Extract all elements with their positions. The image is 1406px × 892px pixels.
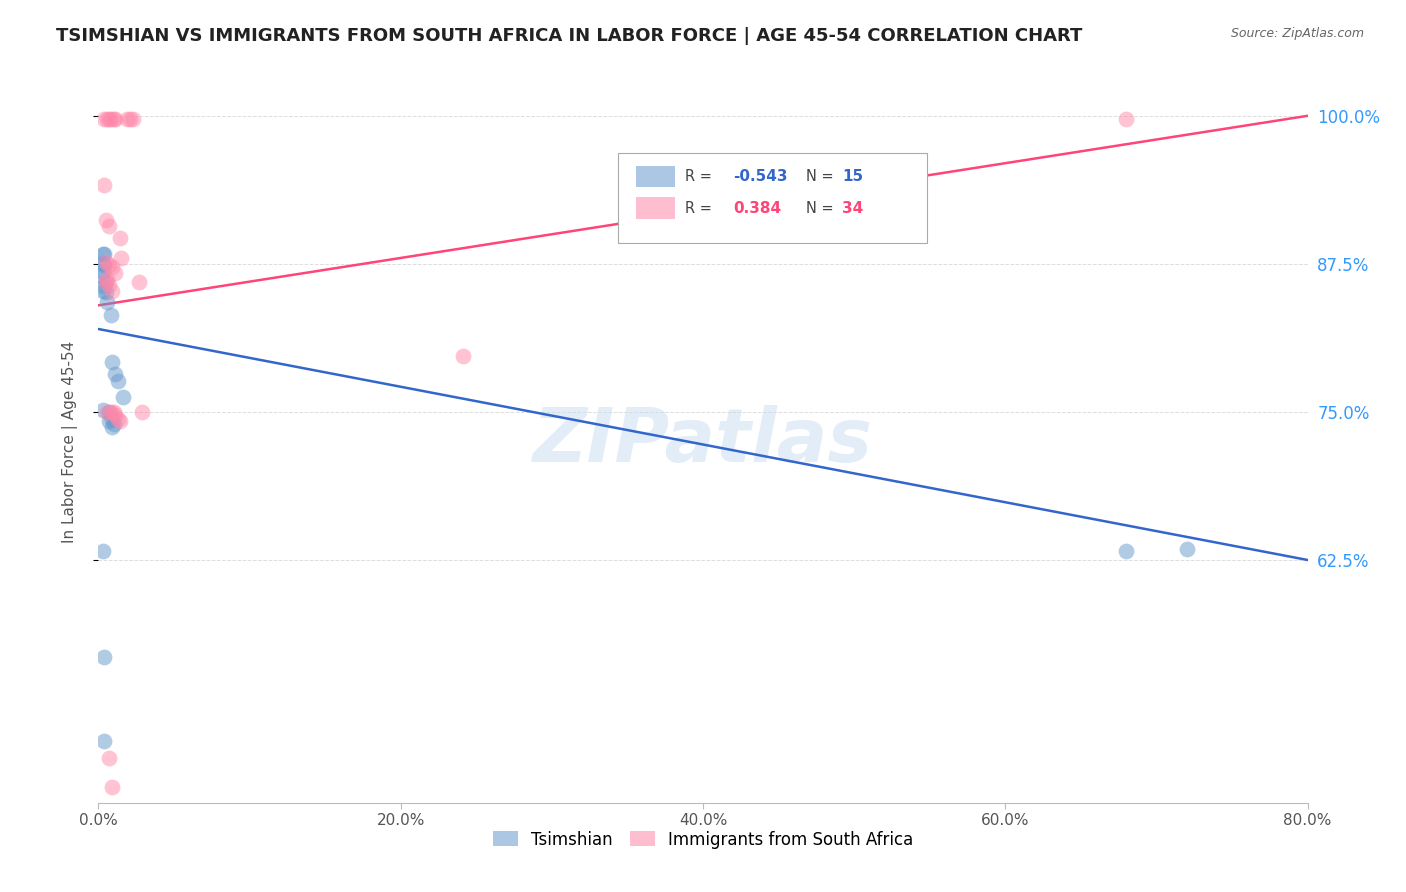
Point (96, 112, 118, 127)
Point (93, 258, 115, 272)
Point (108, 414, 131, 428)
Point (1115, 112, 1137, 127)
Point (94, 213, 117, 227)
Point (1115, 543, 1137, 558)
Point (101, 420, 124, 434)
Point (122, 112, 145, 127)
Point (91, 255, 114, 269)
Legend: Tsimshian, Immigrants from South Africa: Tsimshian, Immigrants from South Africa (494, 830, 912, 848)
FancyBboxPatch shape (619, 153, 927, 243)
Point (96, 405, 118, 419)
Point (108, 231, 131, 245)
Point (104, 367, 127, 381)
Text: 34: 34 (842, 201, 863, 216)
Text: -0.543: -0.543 (734, 169, 787, 184)
Point (101, 355, 124, 369)
Y-axis label: In Labor Force | Age 45-54: In Labor Force | Age 45-54 (62, 341, 77, 542)
Point (98, 219, 121, 233)
Point (93, 650, 115, 665)
Point (107, 374, 129, 388)
Point (90, 268, 112, 283)
Point (93, 247, 115, 261)
Point (98, 112, 121, 127)
Point (104, 266, 127, 280)
Point (91, 265, 114, 279)
Point (107, 412, 129, 426)
Point (104, 409, 127, 423)
Point (91, 247, 114, 261)
Point (98, 751, 121, 765)
Point (93, 279, 115, 293)
Point (131, 405, 153, 419)
Point (91, 402, 114, 417)
Point (94, 254, 117, 268)
Bar (637, 197, 675, 219)
Point (128, 275, 150, 289)
Point (98, 278, 121, 293)
Point (100, 308, 122, 322)
Point (103, 405, 125, 419)
Bar (637, 166, 675, 187)
Point (101, 780, 124, 795)
Point (98, 258, 121, 272)
Point (93, 178, 115, 192)
Point (94, 285, 117, 300)
Point (96, 272, 118, 286)
Point (91, 284, 114, 298)
Point (101, 260, 124, 275)
Text: R =: R = (685, 201, 721, 216)
Text: TSIMSHIAN VS IMMIGRANTS FROM SOUTH AFRICA IN LABOR FORCE | AGE 45-54 CORRELATION: TSIMSHIAN VS IMMIGRANTS FROM SOUTH AFRIC… (56, 27, 1083, 45)
Text: N =: N = (806, 169, 834, 184)
Point (101, 412, 124, 426)
Point (451, 349, 474, 363)
Point (100, 112, 122, 127)
Text: ZIPatlas: ZIPatlas (533, 405, 873, 478)
Point (103, 112, 125, 127)
Point (98, 405, 121, 419)
Point (101, 284, 124, 298)
Point (1175, 542, 1198, 557)
Text: Source: ZipAtlas.com: Source: ZipAtlas.com (1230, 27, 1364, 40)
Point (93, 112, 115, 127)
Point (94, 275, 117, 289)
Point (94, 275, 117, 289)
Point (100, 405, 122, 419)
Text: N =: N = (806, 201, 834, 216)
Point (93, 734, 115, 748)
Point (103, 417, 125, 431)
Point (111, 390, 134, 404)
Point (91, 543, 114, 558)
Point (115, 112, 138, 127)
Point (120, 112, 142, 127)
Text: R =: R = (685, 169, 717, 184)
Point (98, 414, 121, 428)
Point (96, 294, 118, 309)
Point (104, 112, 127, 127)
Point (110, 251, 132, 265)
Text: 0.384: 0.384 (734, 201, 782, 216)
Text: 15: 15 (842, 169, 863, 184)
